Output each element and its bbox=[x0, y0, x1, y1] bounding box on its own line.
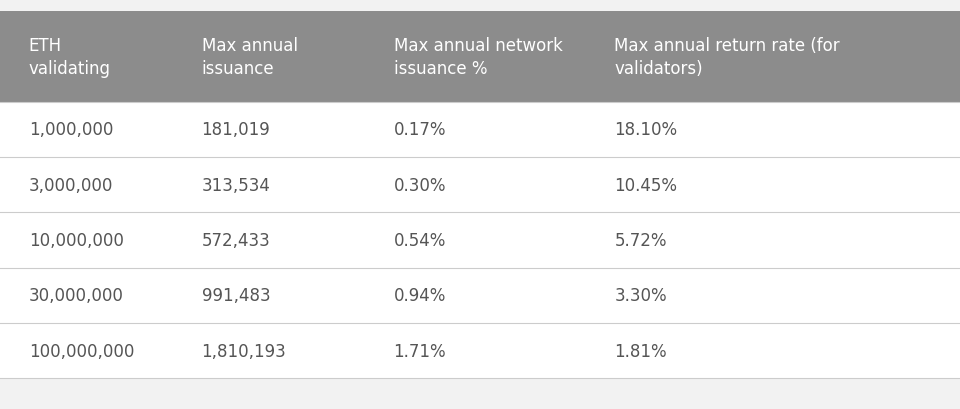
Text: 181,019: 181,019 bbox=[202, 121, 271, 139]
Text: 1,810,193: 1,810,193 bbox=[202, 342, 286, 360]
Text: 5.72%: 5.72% bbox=[614, 231, 667, 249]
Text: 0.30%: 0.30% bbox=[394, 176, 446, 194]
Text: Max annual return rate (for
validators): Max annual return rate (for validators) bbox=[614, 36, 840, 78]
Text: 30,000,000: 30,000,000 bbox=[29, 287, 124, 304]
FancyBboxPatch shape bbox=[0, 102, 960, 157]
Text: 10.45%: 10.45% bbox=[614, 176, 678, 194]
Text: 0.17%: 0.17% bbox=[394, 121, 446, 139]
Text: 1.71%: 1.71% bbox=[394, 342, 446, 360]
Text: Max annual
issuance: Max annual issuance bbox=[202, 36, 298, 78]
Text: 0.54%: 0.54% bbox=[394, 231, 446, 249]
Text: 18.10%: 18.10% bbox=[614, 121, 678, 139]
Text: 3.30%: 3.30% bbox=[614, 287, 667, 304]
Text: 10,000,000: 10,000,000 bbox=[29, 231, 124, 249]
Text: 991,483: 991,483 bbox=[202, 287, 270, 304]
FancyBboxPatch shape bbox=[0, 268, 960, 323]
Text: ETH
validating: ETH validating bbox=[29, 36, 110, 78]
Text: Max annual network
issuance %: Max annual network issuance % bbox=[394, 36, 563, 78]
Text: 572,433: 572,433 bbox=[202, 231, 271, 249]
FancyBboxPatch shape bbox=[0, 12, 960, 102]
FancyBboxPatch shape bbox=[0, 323, 960, 378]
FancyBboxPatch shape bbox=[0, 157, 960, 213]
Text: 100,000,000: 100,000,000 bbox=[29, 342, 134, 360]
Text: 3,000,000: 3,000,000 bbox=[29, 176, 113, 194]
Text: 0.94%: 0.94% bbox=[394, 287, 446, 304]
FancyBboxPatch shape bbox=[0, 213, 960, 268]
Text: 313,534: 313,534 bbox=[202, 176, 271, 194]
Text: 1.81%: 1.81% bbox=[614, 342, 667, 360]
Text: 1,000,000: 1,000,000 bbox=[29, 121, 113, 139]
